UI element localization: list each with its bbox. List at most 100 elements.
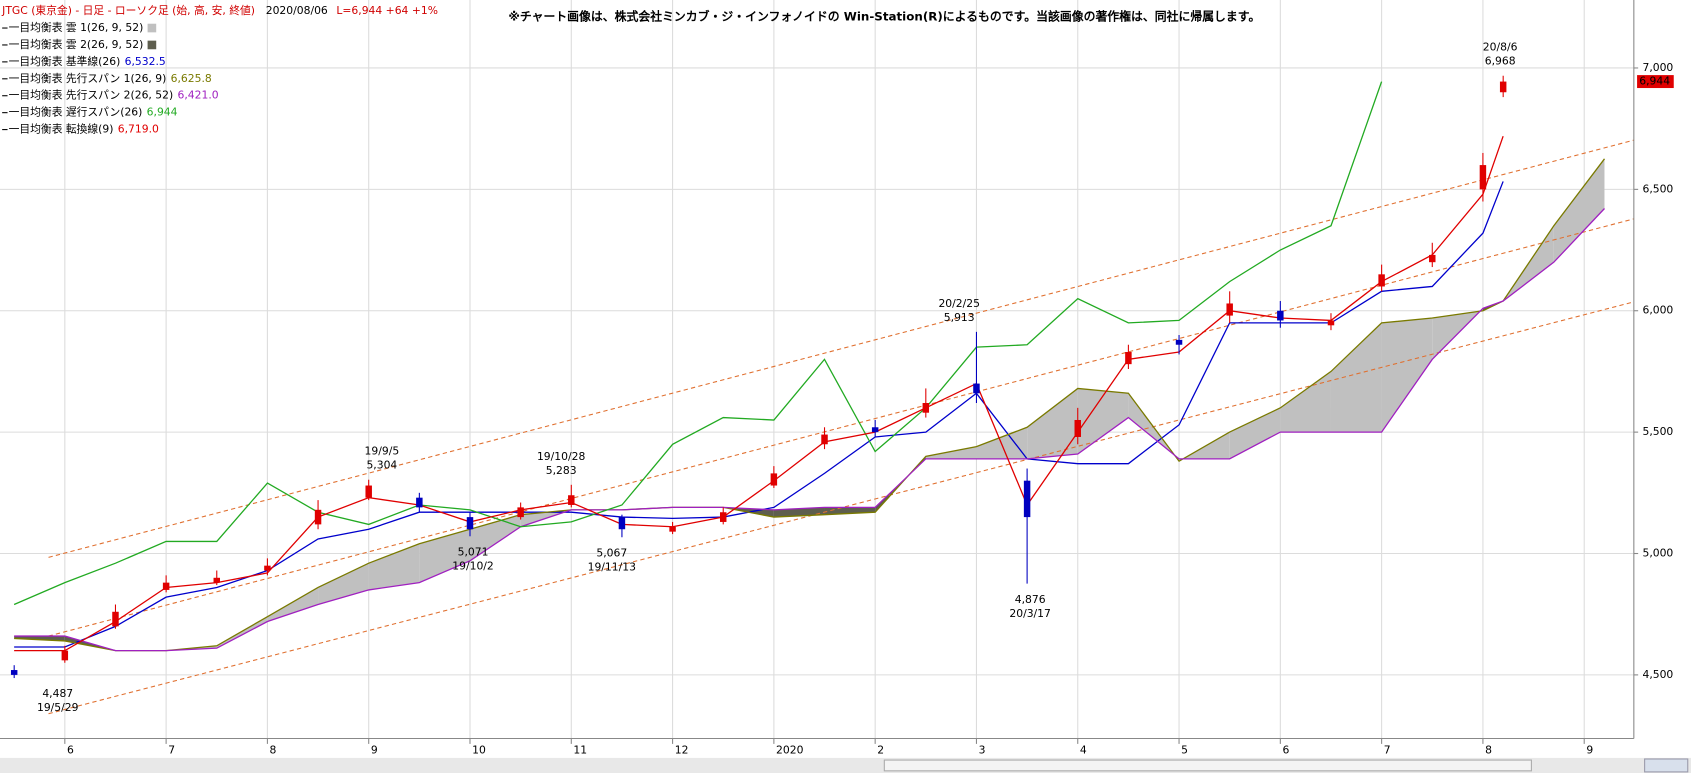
cloud-segment (1280, 371, 1331, 433)
cloud-segment (1553, 158, 1605, 263)
annotation-value: 5,304 (366, 459, 397, 472)
legend-label: 一目均衡表 雲 2(26, 9, 52) (9, 38, 144, 51)
chart-date: 2020/08/06 (266, 4, 328, 17)
legend-label: 一目均衡表 転換線(9) (9, 123, 114, 136)
candle-body (213, 577, 221, 583)
candle-body (10, 670, 18, 675)
legend-swatch (147, 40, 157, 50)
cloud-segment (1229, 407, 1281, 459)
annotation-value: 4,876 (1015, 593, 1046, 606)
indicator-line (13, 81, 1383, 606)
last-price-box (1637, 75, 1674, 89)
channel-line (48, 139, 1634, 558)
x-tick-label: 12 (675, 743, 689, 756)
legend: 一目均衡表 雲 1(26, 9, 52) 一目均衡表 雲 2(26, 9, 52)… (2, 21, 219, 136)
candle-body (517, 507, 524, 518)
candle-body (314, 509, 322, 525)
x-tick-label: 3 (979, 743, 986, 756)
y-tick-label: 7,000 (1642, 61, 1673, 74)
scroll-buttons[interactable] (1644, 758, 1689, 773)
cloud-segment (368, 543, 420, 590)
last-price-label: 6,944 (1639, 75, 1670, 88)
candle-body (568, 495, 575, 505)
x-tick-label: 8 (1485, 743, 1492, 756)
cloud-segment (1027, 388, 1078, 459)
legend-swatch (147, 23, 157, 33)
candle-body (821, 434, 828, 445)
annotation-date: 19/11/13 (588, 560, 636, 573)
legend-entry: 一目均衡表 雲 1(26, 9, 52) (9, 21, 144, 34)
legend-entry: 一目均衡表 基準線(26) 6,532.5 (9, 55, 166, 68)
legend-value: 6,944 (147, 106, 178, 119)
candle-body (1378, 274, 1385, 287)
x-tick-label: 11 (573, 743, 587, 756)
cloud-segment (419, 529, 470, 583)
candle-body (1226, 303, 1233, 316)
chart-quote: L=6,944 +64 +1% (336, 4, 438, 17)
x-tick-label: 6 (1282, 743, 1289, 756)
legend-entry: 一目均衡表 先行スパン 2(26, 52) 6,421.0 (9, 89, 219, 102)
legend-label: 一目均衡表 遅行スパン(26) (9, 106, 143, 119)
candle-body (618, 517, 626, 530)
annotation-value: 4,487 (42, 687, 73, 700)
y-tick-label: 5,500 (1642, 425, 1673, 438)
scrollbar[interactable] (0, 757, 1691, 773)
y-tick-label: 5,000 (1642, 547, 1673, 560)
legend-value: 6,421.0 (177, 89, 218, 102)
annotation-date: 20/2/25 (938, 297, 980, 310)
x-tick-label: 7 (168, 743, 175, 756)
scrollbar-thumb[interactable] (883, 759, 1532, 772)
candle-body (264, 565, 271, 571)
candle-body (1074, 419, 1081, 437)
cloud-segment (1330, 322, 1382, 433)
candle-body (922, 402, 930, 413)
legend-entry: 一目均衡表 遅行スパン(26) 6,944 (9, 106, 178, 119)
legend-value: 6,719.0 (118, 123, 159, 136)
y-tick-label: 6,500 (1642, 182, 1673, 195)
x-tick-label: 5 (1181, 743, 1188, 756)
cloud-segment (267, 587, 319, 622)
legend-entry: 一目均衡表 転換線(9) 6,719.0 (9, 123, 159, 136)
candle-body (112, 611, 119, 627)
candle-body (1023, 480, 1031, 518)
candle-body (669, 526, 676, 532)
candle-body (365, 485, 372, 498)
x-tick-label: 4 (1080, 743, 1087, 756)
legend-label: 一目均衡表 先行スパン 1(26, 9) (9, 72, 167, 85)
cloud-segment (1381, 318, 1433, 433)
x-tick-label: 2020 (776, 743, 804, 756)
annotation-value: 5,067 (596, 546, 627, 559)
x-tick-label: 6 (67, 743, 74, 756)
candle-body (1499, 81, 1507, 93)
candle-body (719, 512, 727, 522)
x-tick-label: 10 (472, 743, 486, 756)
annotation-date: 19/5/29 (37, 701, 79, 714)
channel-line (48, 218, 1634, 637)
chart-title: JTGC (東京金) - 日足 - ローソク足 (始, 高, 安, 終値) (1, 4, 255, 17)
annotation-date: 19/10/28 (537, 450, 586, 463)
candle-body (1125, 352, 1132, 365)
x-tick-label: 2 (877, 743, 884, 756)
legend-entry: 一目均衡表 先行スパン 1(26, 9) 6,625.8 (9, 72, 212, 85)
annotation-date: 20/8/6 (1483, 41, 1518, 54)
copyright-note: ※チャート画像は、株式会社ミンカブ・ジ・インフォノイドの Win-Station… (508, 10, 1260, 24)
annotation-value: 5,071 (458, 545, 489, 558)
annotation-date: 19/9/5 (365, 445, 400, 458)
legend-value: 6,625.8 (171, 72, 212, 85)
candle-body (61, 650, 69, 661)
cloud-segment (318, 563, 369, 605)
x-tick-label: 8 (270, 743, 277, 756)
candle-body (1429, 254, 1436, 263)
annotation-value: 5,283 (546, 464, 577, 477)
candle-body (416, 497, 423, 508)
candle-body (871, 427, 879, 433)
y-tick-label: 4,500 (1642, 668, 1673, 681)
candle-body (1327, 320, 1335, 326)
annotation-date: 19/10/2 (452, 559, 494, 572)
legend-label: 一目均衡表 先行スパン 2(26, 52) (9, 89, 174, 102)
candle-body (1175, 339, 1183, 345)
legend-label: 一目均衡表 雲 1(26, 9, 52) (9, 21, 144, 34)
indicator-line (14, 208, 1605, 652)
